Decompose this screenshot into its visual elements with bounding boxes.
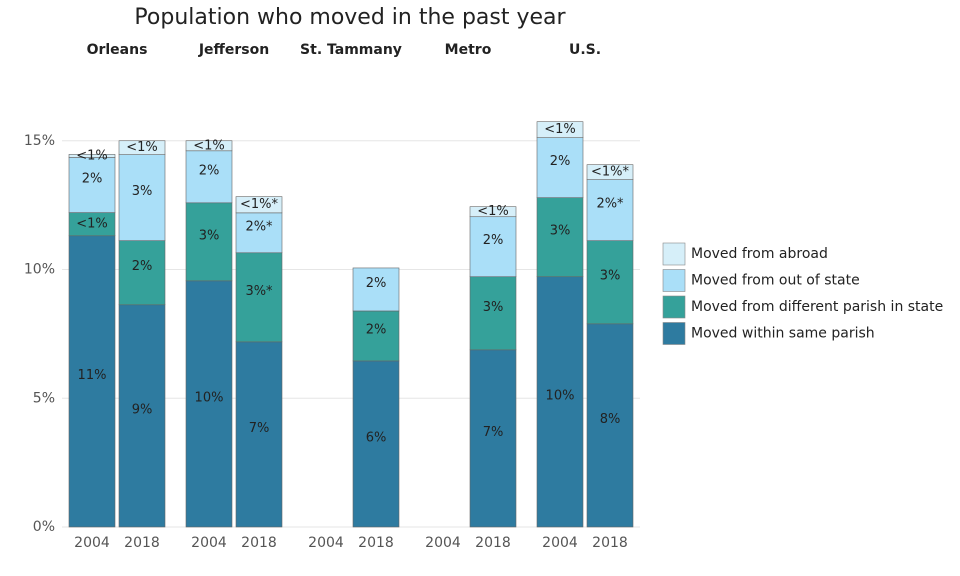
bar-segment [118, 154, 166, 241]
legend-swatch [662, 322, 686, 345]
bar-segment [185, 280, 233, 528]
value-label: 2% [366, 322, 387, 337]
value-label: 7% [483, 425, 504, 440]
bar-segment [469, 206, 517, 218]
value-label: 3% [550, 224, 571, 239]
legend-label: Moved from different parish in state [691, 299, 943, 315]
bar-segment [536, 121, 584, 138]
value-label: 2% [366, 276, 387, 291]
value-label: 3% [199, 228, 220, 243]
bar-segment [536, 276, 584, 528]
value-label: 3% [600, 269, 621, 284]
group-label: St. Tammany [300, 42, 402, 58]
value-label: <1% [126, 140, 158, 155]
bar-segment [118, 240, 166, 306]
bar-segment [185, 202, 233, 282]
value-label: <1% [193, 138, 225, 153]
bar-segment [235, 196, 283, 214]
value-label: <1%* [591, 165, 630, 180]
bar-segment [185, 140, 233, 152]
x-tick-label: 2018 [124, 535, 160, 551]
x-tick-label: 2004 [74, 535, 110, 551]
value-label: 10% [195, 390, 224, 405]
value-label: 3%* [245, 284, 273, 299]
group-label: Orleans [87, 42, 148, 58]
bar-segment [469, 276, 517, 351]
legend-label: Moved within same parish [691, 326, 875, 342]
x-tick-label: 2018 [241, 535, 277, 551]
bar-segment [352, 267, 400, 312]
bar-segment [352, 360, 400, 528]
legend-label: Moved from out of state [691, 273, 860, 289]
bar-segment [586, 179, 634, 241]
bar-segment [118, 140, 166, 155]
value-label: 10% [546, 388, 575, 403]
value-label: 2% [483, 233, 504, 248]
group-label: Metro [445, 42, 492, 58]
value-label: 3% [132, 184, 153, 199]
chart-title: Population who moved in the past year [134, 5, 566, 30]
value-label: 2% [82, 172, 103, 187]
value-label: 2% [132, 259, 153, 274]
value-label: 2% [550, 154, 571, 169]
bar-segment [469, 216, 517, 278]
value-label: <1% [76, 217, 108, 232]
bar-segment [586, 323, 634, 528]
bar-segment [68, 154, 116, 158]
value-label: 2%* [245, 219, 273, 234]
value-label: <1% [76, 148, 108, 163]
x-tick-label: 2004 [191, 535, 227, 551]
group-label: U.S. [569, 42, 601, 58]
value-label: 8% [600, 412, 621, 427]
legend-label: Moved from abroad [691, 246, 828, 262]
bar-segment [586, 240, 634, 325]
y-tick-label: 0% [33, 519, 55, 535]
bar-segment [586, 164, 634, 180]
bar-segment [536, 197, 584, 278]
y-tick-label: 10% [24, 262, 55, 278]
x-tick-label: 2018 [475, 535, 511, 551]
x-tick-label: 2004 [308, 535, 344, 551]
bar-segment [235, 341, 283, 528]
value-label: <1%* [240, 197, 279, 212]
bar-segment [536, 137, 584, 198]
legend-swatch [662, 269, 686, 292]
bar-segment [469, 349, 517, 528]
y-tick-label: 15% [24, 133, 55, 149]
bar-segment [352, 310, 400, 362]
value-label: 2% [199, 163, 220, 178]
value-label: <1% [477, 204, 509, 219]
x-tick-label: 2004 [542, 535, 578, 551]
value-label: <1% [544, 122, 576, 137]
bar-segment [235, 212, 283, 254]
value-label: 2%* [596, 197, 624, 212]
x-tick-label: 2004 [425, 535, 461, 551]
bar-segment [68, 235, 116, 528]
value-label: 7% [249, 421, 270, 436]
bar-segment [118, 304, 166, 528]
legend-swatch [662, 295, 686, 319]
value-label: 3% [483, 300, 504, 315]
value-label: 9% [132, 402, 153, 417]
group-label: Jefferson [198, 42, 269, 58]
x-tick-label: 2018 [358, 535, 394, 551]
value-label: 11% [78, 368, 107, 383]
value-label: 6% [366, 430, 387, 445]
legend-swatch [662, 242, 686, 266]
bar-segment [68, 157, 116, 213]
x-tick-label: 2018 [592, 535, 628, 551]
y-tick-label: 5% [33, 390, 55, 406]
